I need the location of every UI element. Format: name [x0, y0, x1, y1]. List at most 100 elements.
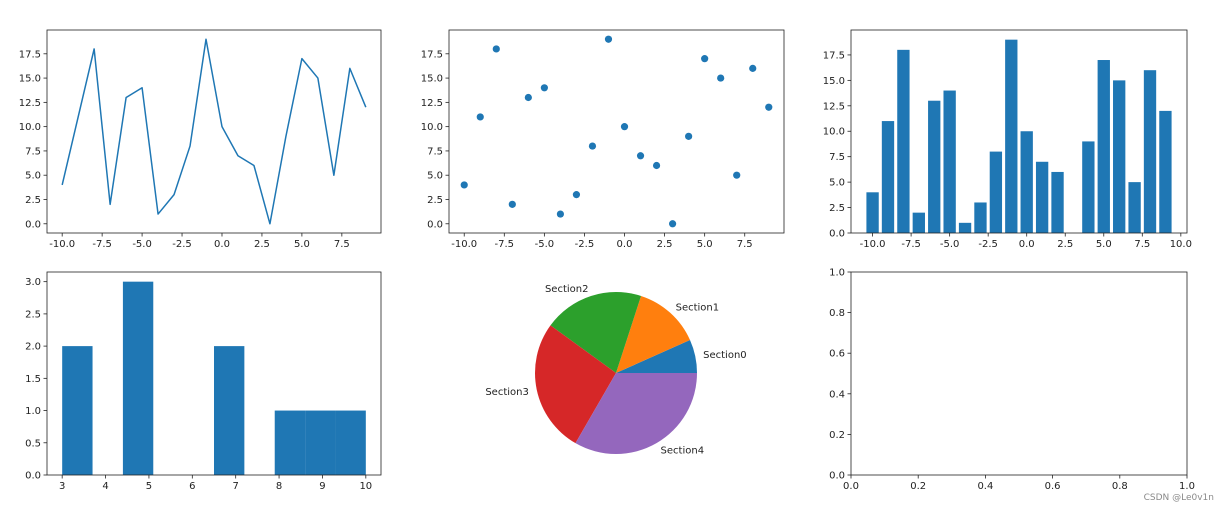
x-tick-label: 0.0 [843, 481, 859, 492]
x-tick-label: 3 [59, 481, 65, 492]
y-tick-label: 1.0 [829, 268, 845, 279]
y-tick-label: 0.0 [25, 471, 41, 482]
x-tick-label: 0.0 [214, 239, 230, 250]
scatter-point [572, 191, 581, 199]
scatter-point [669, 220, 677, 228]
y-tick-label: 0.5 [25, 438, 41, 449]
y-tick-label: 17.5 [823, 50, 845, 61]
x-tick-label: 10.0 [1170, 239, 1192, 250]
pie-slice [534, 325, 616, 444]
y-tick-label: 0.4 [829, 389, 845, 400]
x-tick-label: -10.0 [49, 239, 75, 250]
y-tick-label: 17.5 [19, 49, 41, 60]
scatter-subplot: -10.0 -7.5 -5.0 -2.5 0.0 2.5 5.0 7.5 0.0 2.5 5.0 7.… [421, 29, 785, 250]
y-tick-label: 12.5 [823, 101, 845, 112]
x-tick-label: 5 [146, 481, 152, 492]
bar [1143, 70, 1157, 233]
histogram-bar [274, 410, 306, 475]
x-tick-label: 4 [102, 481, 108, 492]
x-tick-label: -2.5 [575, 239, 595, 250]
x-tick-label: 10 [359, 481, 372, 492]
histogram-subplot: 3 4 5 6 7 8 9 10 0.0 0.5 1.0 1.5 2.0 2.5 3.0 [25, 271, 382, 492]
scatter-point [460, 181, 468, 189]
y-tick-label: 2.5 [25, 195, 41, 206]
axes-frame [448, 29, 785, 234]
x-tick-label: 9 [319, 481, 325, 492]
bar [1082, 141, 1095, 233]
pie-slice [616, 295, 690, 373]
bar [1035, 161, 1049, 233]
bar [881, 121, 895, 233]
bar [897, 49, 910, 234]
x-tick-label: -2.5 [172, 239, 192, 250]
y-tick-label: 2.5 [427, 195, 443, 206]
scatter-point [476, 113, 484, 121]
x-tick-label: 2.5 [1057, 239, 1073, 250]
bar [1005, 39, 1018, 233]
scatter-point [652, 161, 661, 170]
y-tick-label: 15.0 [19, 74, 41, 85]
pie-label: Section0 [703, 350, 747, 361]
y-tick-label: 2.5 [829, 203, 845, 214]
bar [1051, 171, 1064, 233]
y-tick-label: 1.5 [25, 374, 41, 385]
pie-subplot: Section0 Section1 Section2 Section3 Section4 [485, 284, 746, 457]
histogram-bar [122, 281, 154, 475]
scatter-point [701, 55, 709, 63]
y-tick-label: 5.0 [25, 171, 41, 182]
y-tick-label: 12.5 [421, 98, 443, 109]
axes-frame [850, 271, 1188, 476]
bar [1113, 80, 1126, 233]
y-tick-label: 2.5 [25, 309, 41, 320]
histogram-bar [305, 410, 336, 475]
x-tick-label: 0.6 [1045, 481, 1061, 492]
bar [943, 90, 956, 234]
x-tick-label: 7.5 [334, 239, 350, 250]
pie-label: Section1 [676, 302, 720, 313]
x-tick-label: -7.5 [92, 239, 112, 250]
histogram-bar [62, 346, 93, 475]
line-subplot: -10.0 -7.5 -5.0 -2.5 0.0 2.5 5.0 7.5 0.0 2.5 5.0 7.… [19, 29, 382, 250]
x-tick-label: -5.0 [132, 239, 152, 250]
scatter-point [765, 103, 773, 111]
bar [1097, 60, 1110, 233]
y-tick-label: 0.0 [427, 219, 443, 230]
pie-slice [616, 340, 697, 373]
axes-frame [46, 271, 382, 476]
x-tick-label: -10.0 [860, 239, 886, 250]
y-tick-label: 2.0 [25, 342, 41, 353]
y-tick-label: 10.0 [823, 127, 845, 138]
empty-subplot: 0.0 0.2 0.4 0.6 0.8 1.0 0.0 0.2 0.4 0.6 0.8 1.0 [829, 268, 1195, 493]
y-tick-label: 0.0 [829, 229, 845, 240]
y-tick-label: 0.2 [829, 430, 845, 441]
x-tick-label: 0.0 [617, 239, 633, 250]
x-tick-label: 5.0 [1096, 239, 1112, 250]
y-tick-label: 15.0 [823, 76, 845, 87]
x-tick-label: 0.0 [1019, 239, 1035, 250]
scatter-point [620, 123, 629, 131]
y-tick-label: 1.0 [25, 406, 41, 417]
y-tick-label: 10.0 [19, 122, 41, 133]
bar [1159, 110, 1172, 233]
y-tick-label: 15.0 [421, 74, 443, 85]
histogram-bar [214, 346, 245, 475]
scatter-point [717, 74, 725, 82]
y-tick-label: 0.0 [25, 219, 41, 230]
bar [928, 100, 941, 233]
y-tick-label: 7.5 [25, 146, 41, 157]
bar [958, 222, 972, 233]
x-tick-label: -5.0 [535, 239, 555, 250]
pie-label: Section4 [661, 446, 705, 457]
scatter-point [588, 142, 597, 150]
x-tick-label: 0.8 [1112, 481, 1128, 492]
histogram-bar [335, 410, 366, 475]
pie-label: Section3 [485, 387, 529, 398]
scatter-point [636, 152, 645, 160]
y-tick-label: 0.6 [829, 349, 845, 360]
x-tick-label: 0.2 [910, 481, 926, 492]
bar [1128, 182, 1141, 233]
x-tick-label: 6 [189, 481, 195, 492]
bar-subplot: -10.0 -7.5 -5.0 -2.5 0.0 2.5 5.0 7.5 10.0 0.0 2.5 5… [823, 29, 1192, 250]
x-tick-label: 7.5 [1134, 239, 1150, 250]
y-tick-label: 3.0 [25, 277, 41, 288]
